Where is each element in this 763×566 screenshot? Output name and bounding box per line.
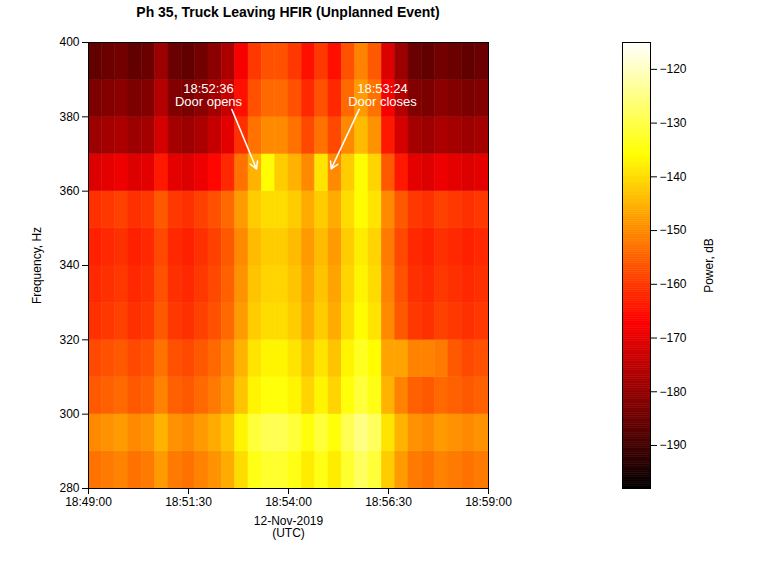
svg-text:360: 360: [59, 184, 79, 198]
svg-text:−160: −160: [660, 277, 687, 291]
svg-text:18:54:00: 18:54:00: [265, 495, 312, 509]
svg-text:18:56:30: 18:56:30: [365, 495, 412, 509]
svg-text:18:59:00: 18:59:00: [465, 495, 512, 509]
svg-text:380: 380: [59, 110, 79, 124]
svg-text:Frequency, Hz: Frequency, Hz: [30, 227, 44, 304]
svg-text:320: 320: [59, 333, 79, 347]
svg-text:−190: −190: [660, 438, 687, 452]
svg-text:−170: −170: [660, 331, 687, 345]
svg-text:Power, dB: Power, dB: [702, 238, 716, 293]
svg-text:280: 280: [59, 481, 79, 495]
svg-text:18:49:00: 18:49:00: [65, 495, 112, 509]
svg-text:18:51:30: 18:51:30: [165, 495, 212, 509]
svg-text:−140: −140: [660, 170, 687, 184]
svg-text:12-Nov-2019(UTC): 12-Nov-2019(UTC): [254, 514, 324, 540]
html-text:Ph 35, Truck Leaving HFIR (Unp: Ph 35, Truck Leaving HFIR (Unplanned Eve…: [136, 4, 440, 20]
svg-text:18:53:24Door closes: 18:53:24Door closes: [348, 81, 417, 109]
svg-text:−120: −120: [660, 62, 687, 76]
svg-text:340: 340: [59, 258, 79, 272]
svg-text:−150: −150: [660, 223, 687, 237]
svg-text:400: 400: [59, 35, 79, 49]
svg-text:−130: −130: [660, 116, 687, 130]
svg-text:300: 300: [59, 407, 79, 421]
svg-text:−180: −180: [660, 385, 687, 399]
svg-text:18:52:36Door opens: 18:52:36Door opens: [175, 81, 243, 109]
